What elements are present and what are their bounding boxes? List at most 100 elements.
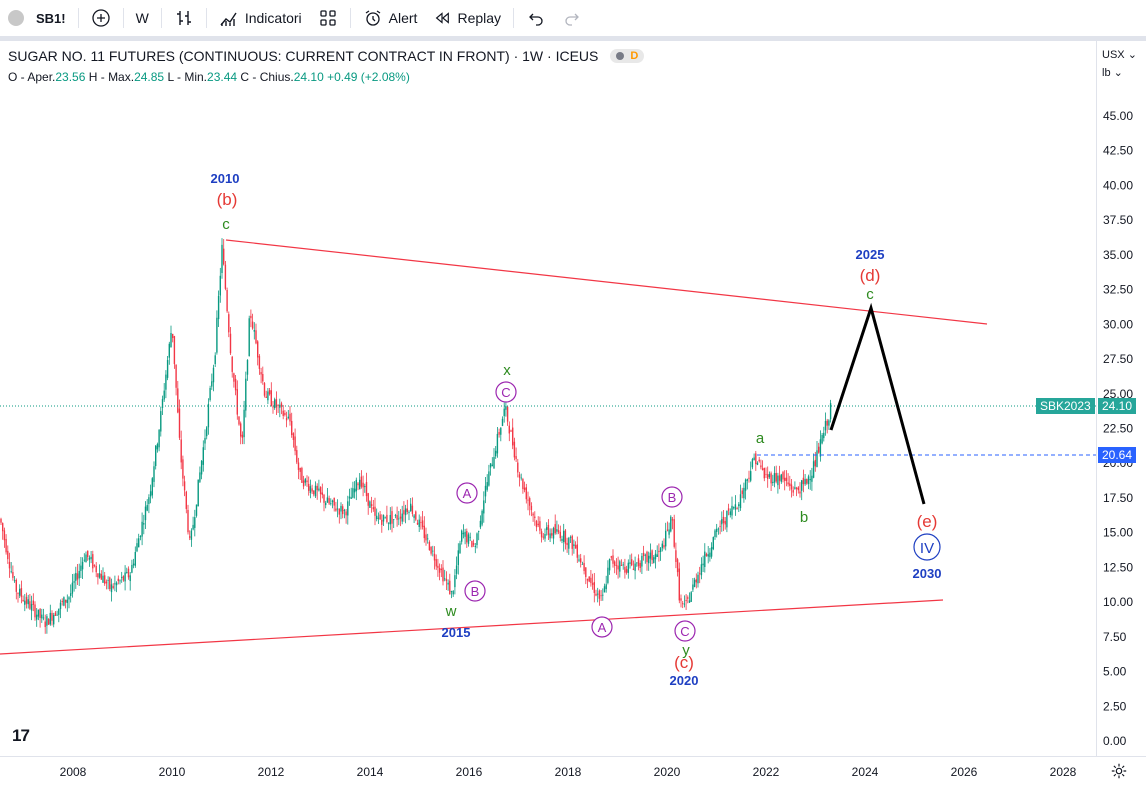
candle-body [736, 508, 738, 509]
redo-button[interactable] [554, 0, 590, 37]
circle-c-2020 [674, 620, 696, 642]
candle-body [500, 427, 502, 435]
candle-body [277, 405, 279, 406]
candle-body [369, 501, 371, 508]
settings-gear-icon[interactable] [1110, 762, 1128, 780]
indicators-button[interactable]: Indicatori [211, 0, 310, 37]
lower-trendline[interactable] [0, 599, 944, 655]
currency-selector[interactable]: USX ⌄ lb ⌄ [1102, 46, 1137, 82]
candle-body [185, 491, 187, 509]
candle-body [347, 501, 349, 516]
candle-body [821, 434, 823, 444]
candle-body [90, 556, 92, 560]
tradingview-logo[interactable]: 17 [12, 726, 30, 745]
candle-body [114, 583, 116, 585]
candle-body [228, 314, 230, 333]
price-tick-label: 40.00 [1103, 178, 1133, 192]
candle-body [233, 373, 235, 382]
candle-body [342, 506, 344, 515]
bars-chart-icon [176, 11, 191, 25]
candle-body [255, 330, 257, 344]
rewind-icon [436, 12, 450, 24]
candle-body [41, 614, 43, 619]
candle-body [549, 533, 551, 539]
chart-pane[interactable]: 2010 (b) c x C A B w 2015 A B C y (c) 20… [0, 41, 1096, 756]
candle-body [0, 518, 2, 523]
candle-body [291, 420, 293, 435]
candle-body [308, 483, 310, 491]
candle-body [600, 595, 602, 597]
currency-label: USX [1102, 49, 1125, 61]
candle-body [818, 446, 820, 453]
candle-body [365, 482, 368, 497]
candle-body [605, 584, 607, 590]
compare-button[interactable] [83, 0, 119, 37]
candle-body [285, 418, 288, 421]
candle-body [615, 565, 618, 567]
market-status-badge[interactable]: D [610, 49, 645, 63]
candle-body [223, 248, 225, 265]
low-value: 23.44 [207, 70, 238, 84]
candle-body [262, 374, 264, 382]
price-chart[interactable]: 2010 (b) c x C A B w 2015 A B C y (c) 20… [0, 41, 1096, 756]
time-tick-label: 2014 [357, 765, 384, 779]
candle-body [396, 515, 398, 520]
candle-body [219, 275, 221, 296]
price-tick-label: 27.50 [1103, 352, 1133, 366]
symbol-search-button[interactable]: SB1! [0, 0, 74, 37]
candle-body [359, 479, 361, 490]
symbol-title: SUGAR NO. 11 FUTURES (CONTINUOUS: CURREN… [8, 48, 599, 64]
top-toolbar: SB1! W Indicatori Alert Replay [0, 0, 1146, 37]
projection-path[interactable] [829, 302, 926, 505]
candle-body [149, 491, 152, 497]
candle-body [180, 439, 182, 463]
candle-body [37, 609, 40, 617]
candle-body [750, 471, 752, 481]
candle-body [559, 531, 561, 539]
undo-button[interactable] [518, 0, 554, 37]
alert-button[interactable]: Alert [355, 0, 426, 37]
candle-body [625, 569, 628, 573]
candle-body [619, 561, 621, 572]
candle-body [654, 553, 657, 560]
label-c-circ-2020: C [680, 624, 689, 639]
toolbar-separator [0, 37, 1146, 41]
candle-body [374, 506, 376, 516]
candle-body [394, 515, 397, 517]
divider [349, 8, 351, 28]
time-axis[interactable]: 2008 2010 2012 2014 2016 2018 2020 2022 2024 2026… [0, 756, 1146, 790]
candle-body [34, 604, 36, 618]
candle-body [156, 444, 159, 450]
candle-body [493, 456, 495, 469]
candle-body [309, 486, 312, 493]
divider [122, 8, 124, 28]
candle-body [442, 567, 444, 582]
candle-body [166, 360, 169, 378]
circle-a-2018 [591, 616, 613, 638]
candle-body [433, 553, 436, 561]
candle-body [284, 412, 286, 416]
candle-body [25, 596, 28, 604]
candle-body [104, 575, 106, 584]
label-c-paren: (c) [674, 653, 694, 672]
candle-body [811, 475, 813, 482]
candle-body [481, 510, 483, 525]
candle-body [209, 388, 211, 400]
interval-button[interactable]: W [135, 10, 149, 26]
candle-body [289, 413, 291, 422]
candle-body [574, 545, 577, 549]
time-tick-label: 2008 [60, 765, 87, 779]
chevron-down-icon: ⌄ [1127, 49, 1137, 61]
candle-body [488, 471, 490, 486]
upper-trendline[interactable] [225, 239, 988, 325]
replay-button[interactable]: Replay [425, 0, 509, 37]
candle-body [523, 487, 526, 490]
layouts-button[interactable] [310, 0, 346, 37]
candle-body [540, 531, 543, 538]
candle-body [440, 568, 442, 571]
candle-body [105, 581, 108, 584]
chart-type-button[interactable] [166, 0, 202, 37]
candle-body [7, 550, 9, 560]
label-b-circ-2015: B [471, 584, 480, 599]
candle-body [321, 492, 323, 495]
